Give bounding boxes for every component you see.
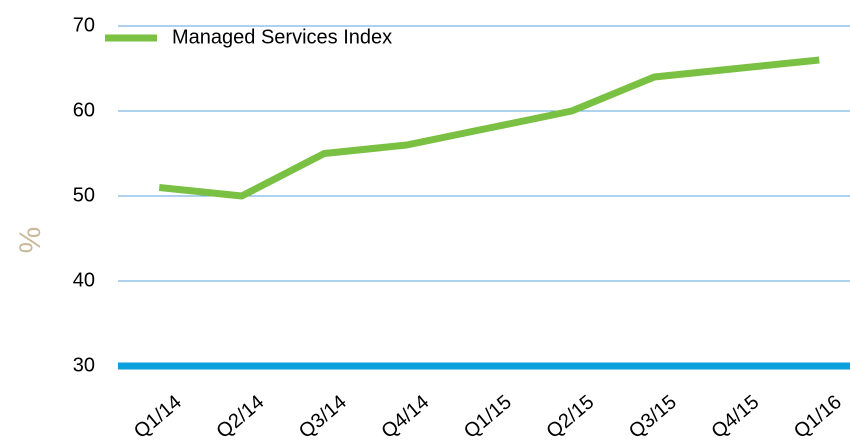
y-tick-label: 50	[73, 184, 95, 206]
legend-label: Managed Services Index	[172, 26, 392, 48]
x-tick-label: Q2/14	[212, 391, 268, 443]
x-tick-label: Q4/15	[707, 391, 763, 443]
data-line	[158, 56, 820, 200]
x-tick-label: Q4/14	[377, 391, 433, 443]
y-tick-label: 40	[73, 269, 95, 291]
x-tick-label: Q1/16	[790, 391, 846, 443]
y-tick-label: 60	[73, 99, 95, 121]
x-tick-label: Q1/15	[460, 391, 516, 443]
x-tick-label: Q1/14	[130, 391, 186, 443]
y-tick-label: 70	[73, 14, 95, 36]
y-axis-label: %	[14, 227, 47, 254]
x-tick-label: Q2/15	[542, 391, 598, 443]
x-tick-label: Q3/15	[625, 391, 681, 443]
x-tick-label: Q3/14	[295, 391, 351, 443]
y-tick-label: 30	[73, 354, 95, 376]
